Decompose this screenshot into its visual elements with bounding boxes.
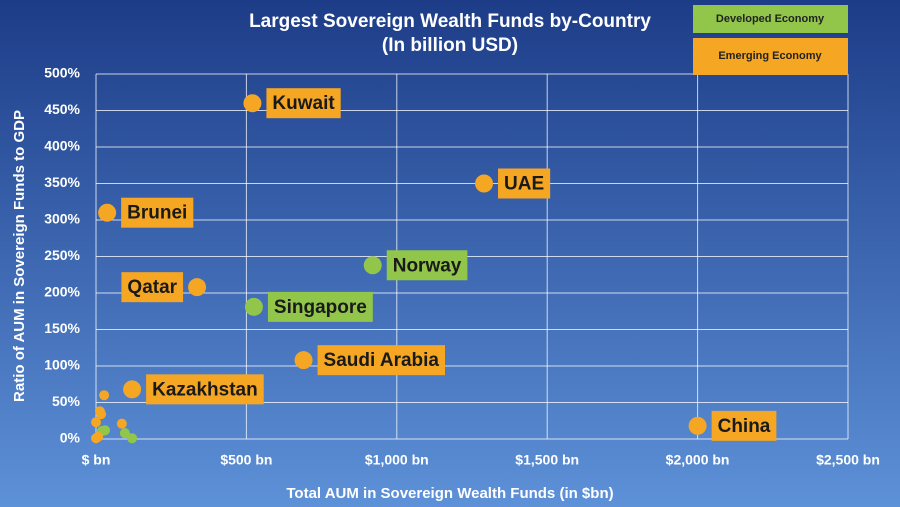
x-tick-label: $2,500 bn — [816, 452, 880, 468]
y-tick-label: 400% — [44, 138, 80, 154]
y-tick-label: 300% — [44, 211, 80, 227]
point — [99, 390, 110, 401]
label-box — [121, 272, 184, 303]
point-label: UAE — [504, 174, 544, 195]
chart-title: Largest Sovereign Wealth Funds by-Countr… — [249, 11, 651, 32]
y-tick-label: 100% — [44, 357, 80, 373]
x-axis-label: Total AUM in Sovereign Wealth Funds (in … — [286, 485, 613, 502]
x-tick-label: $1,000 bn — [365, 452, 429, 468]
point-label: Norway — [393, 255, 462, 276]
point — [688, 416, 707, 435]
point — [127, 433, 138, 444]
point-label: Kazakhstan — [152, 379, 258, 400]
label-box — [317, 345, 446, 376]
label-box — [121, 197, 194, 228]
y-tick-label: 450% — [44, 101, 80, 117]
point — [244, 297, 263, 316]
x-tick-label: $1,500 bn — [515, 452, 579, 468]
label-box — [146, 374, 264, 405]
point-label: Kuwait — [272, 93, 335, 114]
legend-swatch — [693, 38, 848, 75]
point — [123, 380, 142, 399]
y-tick-label: 150% — [44, 320, 80, 336]
point — [91, 417, 101, 428]
legend-label: Emerging Economy — [718, 50, 822, 62]
point — [294, 351, 313, 370]
point-label: Saudi Arabia — [324, 350, 440, 371]
x-tick-label: $2,000 bn — [666, 452, 730, 468]
y-tick-label: 0% — [60, 430, 81, 446]
point-label: Brunei — [127, 203, 187, 224]
y-tick-label: 250% — [44, 247, 80, 263]
label-box — [267, 291, 373, 322]
point — [96, 409, 107, 420]
point — [475, 174, 494, 193]
y-tick-label: 500% — [44, 65, 80, 81]
label-box — [386, 250, 468, 281]
point — [363, 256, 382, 275]
legend-swatch — [693, 5, 848, 33]
legend-label: Developed Economy — [716, 13, 825, 25]
point — [188, 278, 207, 297]
label-box — [711, 410, 777, 441]
y-tick-label: 350% — [44, 174, 80, 190]
x-tick-label: $500 bn — [220, 452, 272, 468]
y-tick-label: 50% — [52, 393, 81, 409]
point — [98, 203, 117, 222]
y-tick-label: 200% — [44, 284, 80, 300]
point-label: China — [718, 416, 771, 437]
point-label: Qatar — [127, 277, 177, 298]
chart-subtitle: (In billion USD) — [382, 35, 518, 56]
x-tick-label: $ bn — [82, 452, 111, 468]
label-box — [498, 168, 551, 199]
point — [119, 428, 130, 439]
point — [116, 418, 127, 429]
y-axis-label: Ratio of AUM in Sovereign Funds to GDP — [11, 110, 28, 402]
point — [243, 94, 262, 113]
point — [91, 433, 101, 444]
label-box — [266, 88, 341, 119]
point-label: Singapore — [274, 297, 367, 318]
